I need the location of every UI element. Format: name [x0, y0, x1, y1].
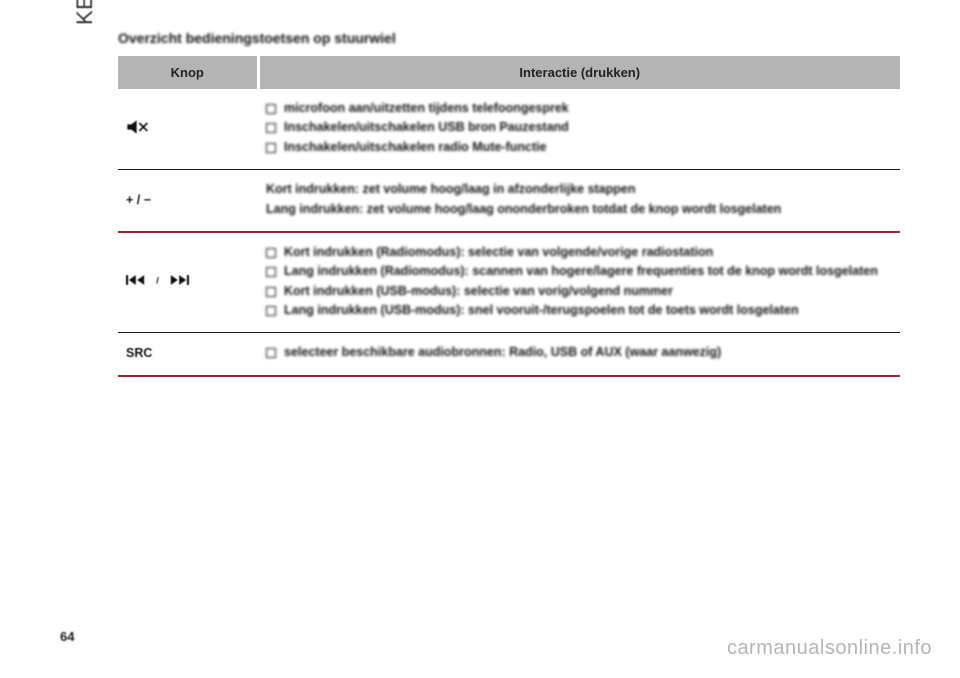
line: Kort indrukken: zet volume hoog/laag in …	[266, 180, 892, 199]
list-item: selecteer beschikbare audiobronnen: Radi…	[266, 343, 892, 362]
interaction-list: Kort indrukken (Radiomodus): selectie va…	[266, 243, 892, 321]
svg-text:/: /	[156, 276, 159, 286]
button-cell: SRC	[118, 333, 258, 376]
header-knop: Knop	[118, 56, 258, 89]
interaction-lines: Kort indrukken: zet volume hoog/laag in …	[266, 180, 892, 219]
list-item: Lang indrukken (Radiomodus): scannen van…	[266, 262, 892, 281]
mute-icon	[126, 119, 153, 135]
table-header-row: Knop Interactie (drukken)	[118, 56, 900, 89]
table-row: + / − Kort indrukken: zet volume hoog/laa…	[118, 170, 900, 232]
table-title: Overzicht bedieningstoetsen op stuurwiel	[118, 30, 900, 46]
interaction-cell: Kort indrukken: zet volume hoog/laag in …	[258, 170, 900, 232]
list-item: Kort indrukken (USB-modus): selectie van…	[266, 282, 892, 301]
interaction-cell: microfoon aan/uitzetten tijdens telefoon…	[258, 89, 900, 170]
table-row: microfoon aan/uitzetten tijdens telefoon…	[118, 89, 900, 170]
interaction-cell: selecteer beschikbare audiobronnen: Radi…	[258, 333, 900, 376]
section-title-part1: KENNISMAKING	[72, 0, 97, 25]
button-cell	[118, 89, 258, 170]
table-row: / Kort indrukken (Radiomodus): selectie v…	[118, 232, 900, 333]
table-row: SRC selecteer beschikbare audiobronnen: R…	[118, 333, 900, 376]
button-label: SRC	[126, 346, 152, 360]
interaction-list: selecteer beschikbare audiobronnen: Radi…	[266, 343, 892, 362]
list-item: microfoon aan/uitzetten tijdens telefoon…	[266, 99, 892, 118]
controls-table: Knop Interactie (drukken) microfoon aan/…	[118, 56, 900, 377]
list-item: Inschakelen/uitschakelen radio Mute-func…	[266, 138, 892, 157]
header-interactie: Interactie (drukken)	[258, 56, 900, 89]
content-area: Overzicht bedieningstoetsen op stuurwiel…	[118, 30, 900, 377]
watermark: carmanualsonline.info	[727, 637, 932, 660]
interaction-list: microfoon aan/uitzetten tijdens telefoon…	[266, 99, 892, 157]
interaction-cell: Kort indrukken (Radiomodus): selectie va…	[258, 232, 900, 333]
button-cell: /	[118, 232, 258, 333]
page: KENNISMAKING MET DE AUTO Overzicht bedie…	[0, 0, 960, 678]
section-title-vertical: KENNISMAKING MET DE AUTO	[72, 0, 98, 25]
list-item: Inschakelen/uitschakelen USB bron Pauzes…	[266, 118, 892, 137]
button-cell: + / −	[118, 170, 258, 232]
list-item: Lang indrukken (USB-modus): snel vooruit…	[266, 301, 892, 320]
seek-icon: /	[126, 273, 189, 287]
button-label: + / −	[126, 193, 151, 207]
page-number: 64	[60, 629, 74, 644]
list-item: Kort indrukken (Radiomodus): selectie va…	[266, 243, 892, 262]
line: Lang indrukken: zet volume hoog/laag ono…	[266, 200, 892, 219]
